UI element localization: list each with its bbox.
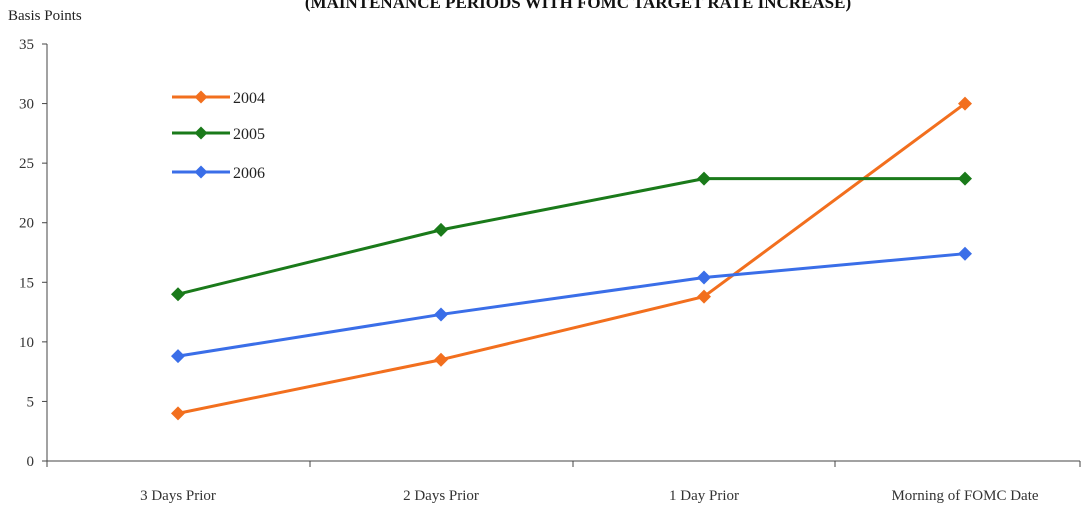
series-line-2004 [177, 102, 966, 415]
data-point-2006 [697, 270, 711, 285]
data-point-2006 [958, 246, 972, 261]
data-point-2006 [434, 307, 448, 322]
legend-marker-2005 [194, 126, 208, 140]
data-point-2005 [958, 171, 972, 186]
y-tick-label: 20 [19, 216, 34, 232]
legend: 2004 2005 2006 [172, 90, 265, 182]
chart-title: (MAINTENANCE PERIODS WITH FOMC TARGET RA… [305, 0, 851, 12]
series-line-2006 [177, 252, 966, 358]
axes [46, 44, 1080, 462]
data-point-2004 [171, 406, 185, 421]
x-tick-label: 1 Day Prior [669, 488, 739, 504]
series-line-2005 [177, 177, 965, 296]
y-axis-label: Basis Points [8, 8, 82, 24]
y-tick-label: 5 [27, 394, 35, 410]
x-tick-label: 2 Days Prior [403, 488, 479, 504]
y-tick-label: 25 [19, 156, 34, 172]
data-point-2004 [958, 96, 972, 111]
series-group [171, 96, 972, 421]
y-tick-label: 30 [19, 97, 34, 113]
x-tick-label: 3 Days Prior [140, 488, 216, 504]
data-point-2005 [434, 222, 448, 237]
legend-label-2006: 2006 [233, 165, 265, 182]
data-point-2005 [171, 287, 185, 302]
data-point-2005 [697, 171, 711, 186]
y-tick-label: 0 [27, 454, 35, 470]
y-ticks: 0 5 10 15 20 25 30 35 [19, 37, 47, 470]
y-tick-label: 10 [19, 335, 34, 351]
data-point-2004 [697, 289, 711, 304]
data-point-2004 [434, 352, 448, 367]
y-tick-label: 35 [19, 37, 34, 53]
x-tick-label: Morning of FOMC Date [891, 488, 1038, 504]
legend-label-2004: 2004 [233, 90, 265, 107]
x-ticks: 3 Days Prior 2 Days Prior 1 Day Prior Morni… [46, 461, 1081, 504]
legend-label-2005: 2005 [233, 126, 265, 143]
legend-marker-2006 [194, 165, 208, 179]
y-tick-label: 15 [19, 275, 34, 291]
legend-marker-2004 [194, 90, 208, 104]
data-point-2006 [171, 349, 185, 364]
